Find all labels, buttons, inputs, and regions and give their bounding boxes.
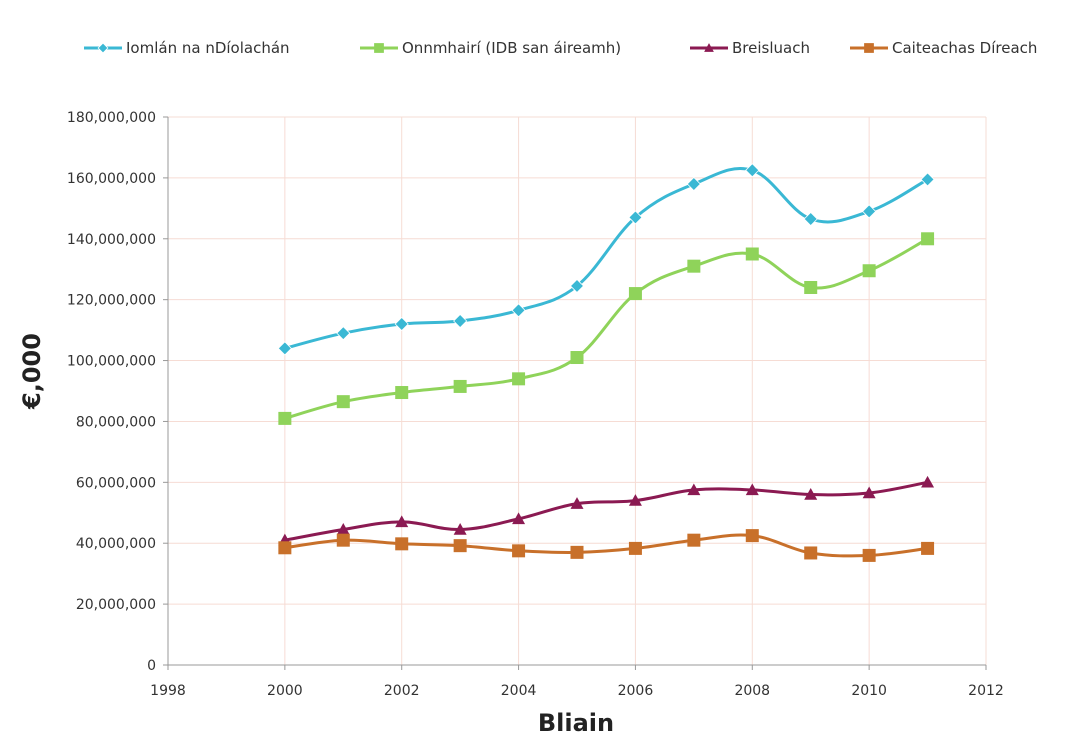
data-point bbox=[628, 210, 643, 225]
y-tick-label: 60,000,000 bbox=[76, 475, 156, 491]
data-point bbox=[277, 341, 292, 356]
x-tick-label: 2002 bbox=[384, 683, 420, 699]
legend-label: Iomlán na nDíolachán bbox=[126, 39, 290, 57]
data-point bbox=[570, 351, 584, 365]
data-point bbox=[395, 537, 409, 551]
series-2 bbox=[278, 232, 935, 425]
data-point bbox=[453, 523, 467, 535]
x-tick-label: 1998 bbox=[150, 683, 186, 699]
data-point bbox=[687, 483, 701, 496]
data-point bbox=[453, 313, 468, 329]
data-point bbox=[336, 523, 350, 535]
y-tick-label: 140,000,000 bbox=[67, 232, 156, 248]
data-point bbox=[512, 372, 526, 386]
series-4 bbox=[278, 529, 935, 562]
data-point bbox=[628, 287, 642, 301]
data-point bbox=[862, 486, 876, 499]
data-point bbox=[511, 303, 526, 318]
data-point bbox=[336, 395, 350, 409]
legend-item: Iomlán na nDíolachán bbox=[84, 39, 290, 57]
legend-swatch-marker bbox=[374, 43, 384, 53]
x-tick-label: 2004 bbox=[501, 683, 537, 699]
y-tick-label: 180,000,000 bbox=[67, 110, 156, 126]
data-point bbox=[278, 541, 292, 555]
data-point bbox=[394, 316, 409, 332]
data-point bbox=[628, 494, 642, 506]
data-point bbox=[336, 326, 351, 341]
x-tick-label: 2008 bbox=[734, 683, 770, 699]
series-line bbox=[284, 533, 928, 558]
data-point bbox=[453, 539, 467, 553]
data-point bbox=[395, 515, 409, 528]
legend-swatch-marker bbox=[704, 43, 714, 52]
data-point bbox=[862, 548, 876, 562]
data-point bbox=[803, 211, 818, 227]
x-tick-label: 2000 bbox=[267, 683, 303, 699]
axes: 0 20,000,000 40,000,000 60,000,000 80,000,00… bbox=[67, 110, 1004, 699]
data-point bbox=[687, 259, 701, 273]
x-tick-label: 2010 bbox=[851, 683, 887, 699]
series-line bbox=[284, 480, 928, 542]
data-point bbox=[804, 488, 818, 500]
data-point bbox=[570, 545, 584, 559]
data-point bbox=[687, 533, 701, 547]
data-point bbox=[686, 176, 701, 192]
data-point bbox=[745, 529, 759, 543]
data-point bbox=[804, 280, 818, 294]
data-point bbox=[512, 544, 526, 558]
data-point bbox=[628, 541, 642, 555]
y-tick-label: 160,000,000 bbox=[67, 171, 156, 187]
y-axis-title: €,000 bbox=[18, 333, 46, 410]
data-point bbox=[570, 497, 584, 509]
data-point bbox=[921, 475, 935, 488]
data-point bbox=[745, 163, 760, 178]
data-point bbox=[745, 247, 759, 261]
legend-item: Breisluach bbox=[690, 39, 810, 57]
legend-item: Onnmhairí (IDB san áireamh) bbox=[360, 39, 621, 57]
y-tick-label: 120,000,000 bbox=[67, 293, 156, 309]
y-tick-label: 80,000,000 bbox=[76, 414, 156, 430]
series-line bbox=[284, 167, 929, 350]
series-3 bbox=[278, 475, 935, 546]
data-point bbox=[278, 411, 292, 425]
grid bbox=[168, 116, 987, 665]
data-point bbox=[862, 264, 876, 278]
legend-item: Caiteachas Díreach bbox=[850, 39, 1037, 57]
data-point bbox=[804, 546, 818, 560]
y-tick-label: 20,000,000 bbox=[76, 597, 156, 613]
data-point bbox=[453, 379, 467, 393]
data-point bbox=[569, 278, 585, 294]
legend: Iomlán na nDíolachán Onnmhairí (IDB san á… bbox=[84, 39, 1037, 57]
x-tick-label: 2006 bbox=[618, 683, 654, 699]
series-group bbox=[277, 163, 935, 562]
data-point bbox=[745, 483, 759, 496]
data-point bbox=[921, 541, 935, 555]
legend-label: Breisluach bbox=[732, 39, 810, 57]
legend-label: Onnmhairí (IDB san áireamh) bbox=[402, 39, 621, 57]
data-point bbox=[512, 512, 526, 525]
legend-swatch-marker bbox=[97, 42, 109, 54]
legend-label: Caiteachas Díreach bbox=[892, 39, 1037, 57]
data-point bbox=[395, 386, 409, 400]
y-tick-label: 40,000,000 bbox=[76, 536, 156, 552]
data-point bbox=[921, 232, 935, 246]
data-point bbox=[920, 172, 935, 187]
data-point bbox=[862, 204, 877, 219]
x-tick-label: 2012 bbox=[968, 683, 1004, 699]
y-tick-label: 100,000,000 bbox=[67, 354, 156, 370]
data-point bbox=[336, 533, 350, 547]
legend-swatch-marker bbox=[864, 43, 874, 53]
series-1 bbox=[277, 163, 935, 356]
series-line bbox=[284, 237, 929, 420]
x-axis-title: Bliain bbox=[538, 709, 614, 737]
y-tick-label: 0 bbox=[147, 658, 156, 674]
